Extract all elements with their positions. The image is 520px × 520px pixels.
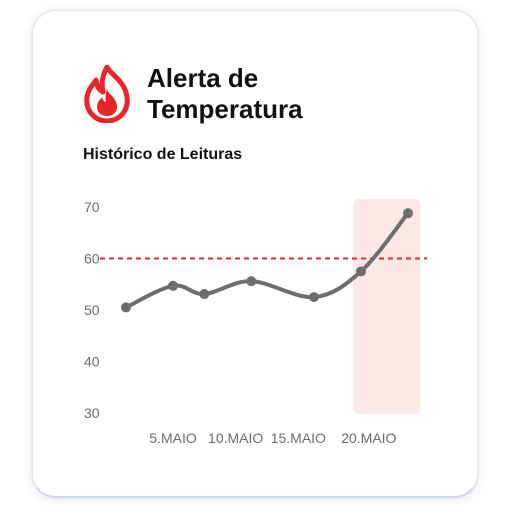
data-point [121, 302, 131, 313]
alert-highlight-band [353, 199, 421, 414]
x-tick-label: 20.MAIO [341, 430, 396, 446]
y-tick-label: 50 [84, 302, 100, 318]
x-tick-label: 5.MAIO [149, 430, 197, 446]
card-header: Alerta de Temperatura [81, 63, 347, 125]
card-title: Alerta de Temperatura [147, 63, 303, 124]
data-point [309, 292, 319, 303]
x-tick-label: 15.MAIO [271, 430, 326, 446]
data-point [403, 208, 413, 219]
chart-subtitle: Histórico de Leituras [83, 146, 243, 163]
y-tick-label: 40 [84, 354, 100, 370]
data-point [246, 276, 257, 287]
y-tick-label: 30 [84, 405, 100, 421]
data-point [199, 289, 210, 300]
y-tick-label: 60 [84, 251, 100, 267]
y-tick-label: 70 [84, 199, 100, 215]
flame-icon [84, 65, 130, 123]
x-tick-label: 10.MAIO [208, 430, 263, 446]
data-point [168, 280, 178, 291]
data-point [356, 266, 366, 277]
